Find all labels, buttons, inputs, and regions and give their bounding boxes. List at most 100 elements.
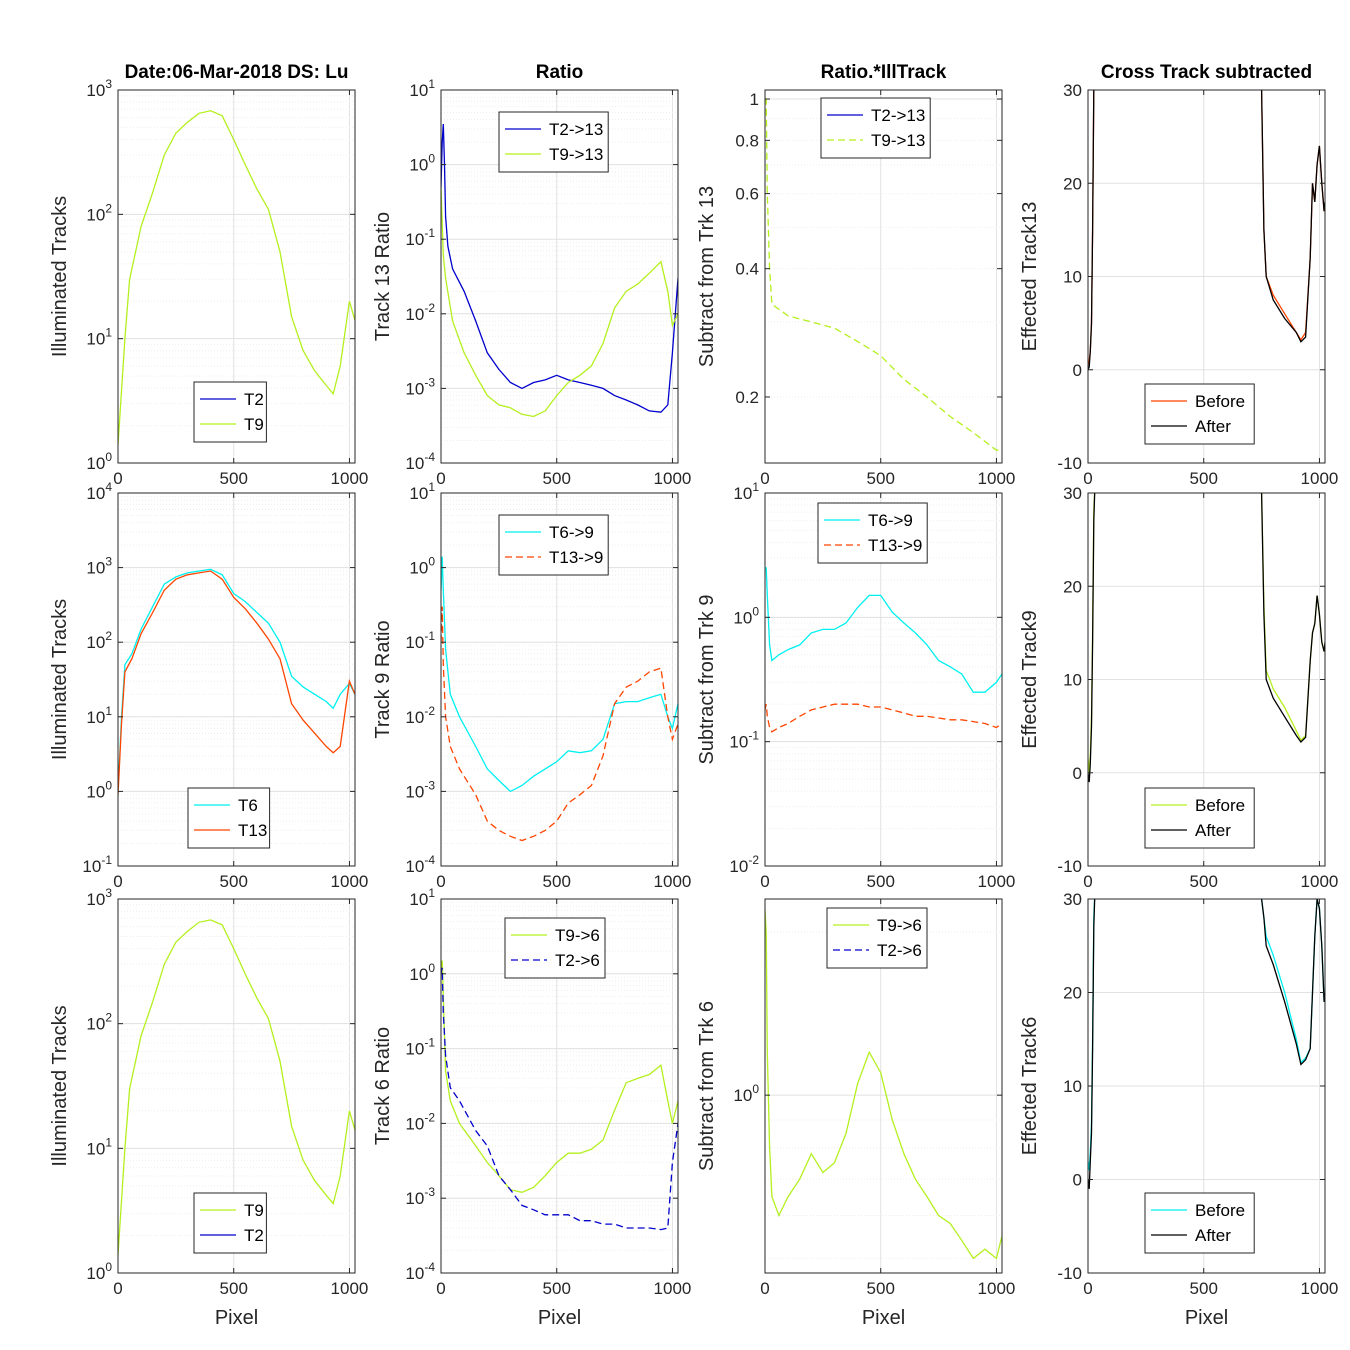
y-tick-label: 101 (409, 886, 435, 909)
legend-label: T2 (244, 1226, 264, 1245)
x-tick-label: 500 (543, 469, 571, 488)
legend-label: T9->6 (877, 916, 922, 935)
legend-box (498, 111, 609, 173)
x-tick-label: 500 (220, 469, 248, 488)
axes-box (440, 492, 679, 867)
legend-label: T2->6 (877, 941, 922, 960)
subplot-r1c0: 0 500 1000 10-1 100 101 102 103 104 Illuminated T… (49, 480, 368, 891)
y-tick-label: 101 (86, 1135, 112, 1158)
subplot-r2c2: 0 500 1000 100 Subtract from Trk 6 Pixel T9->6… (696, 898, 1015, 1329)
series-line-T6->9 (441, 556, 678, 793)
x-tick-label: 500 (220, 872, 248, 891)
legend-label: T2 (244, 390, 264, 409)
chart-title: Cross Track subtracted (1101, 62, 1312, 83)
legend-label: T6->9 (549, 523, 594, 542)
legend-label: T9->6 (555, 926, 600, 945)
y-axis-label: Effected Track13 (1019, 202, 1041, 352)
legend: Before After (1144, 787, 1255, 849)
x-tick-label: 1000 (654, 469, 692, 488)
series-line-T2->13 (441, 123, 678, 413)
y-tick-label: 10-2 (405, 1110, 435, 1133)
y-tick-label: 100 (733, 604, 759, 627)
y-tick-label: 10-4 (405, 450, 435, 473)
y-tick-label: 10 (1063, 671, 1082, 690)
legend-label: T9->13 (549, 145, 603, 164)
y-tick-label: 103 (86, 77, 112, 100)
y-axis-label: Illuminated Tracks (49, 196, 71, 357)
legend-label: T9 (244, 415, 264, 434)
x-axis-label: Pixel (1185, 1307, 1228, 1329)
chart-title: Ratio (536, 62, 584, 83)
subplot-r2c0: 0 500 1000 100 101 102 103 Illuminated Tracks Pi… (49, 886, 368, 1329)
legend-box (504, 917, 606, 979)
series-line-T9->6 (765, 909, 1002, 1260)
y-tick-label: 102 (86, 629, 112, 652)
y-tick-label: 101 (409, 77, 435, 100)
legend: Before After (1144, 1192, 1255, 1254)
y-tick-label: 101 (409, 480, 435, 503)
legend: T9->6 T2->6 (826, 907, 928, 969)
y-axis-label: Illuminated Tracks (49, 1005, 71, 1166)
y-tick-label: -10 (1057, 1264, 1082, 1283)
legend: T2->13 T9->13 (820, 97, 931, 159)
y-axis-label: Subtract from Trk 9 (696, 594, 718, 764)
axes-box (440, 898, 679, 1274)
y-tick-label: 103 (86, 886, 112, 909)
x-tick-label: 500 (867, 1279, 895, 1298)
y-tick-label: 10-2 (729, 853, 759, 876)
y-axis-label: Subtract from Trk 13 (696, 186, 718, 367)
y-tick-label: 10-3 (405, 375, 435, 398)
y-tick-label: 30 (1063, 484, 1082, 503)
x-tick-label: 0 (436, 872, 445, 891)
y-axis-label: Track 6 Ratio (372, 1027, 394, 1145)
subplot-r1c1: 0 500 1000 10-4 10-3 10-2 10-1 100 101 Track 9 Ra… (372, 480, 691, 891)
x-tick-label: 1000 (331, 1279, 369, 1298)
y-axis-label: Subtract from Trk 6 (696, 1001, 718, 1171)
subplot-r0c1: 0 500 1000 10-4 10-3 10-2 10-1 100 101 Ratio Track… (372, 62, 691, 488)
axes-box (117, 492, 356, 867)
x-tick-label: 0 (436, 469, 445, 488)
legend: T6->9 T13->9 (817, 502, 928, 564)
chart-title: Date:06-Mar-2018 DS: Lu (125, 62, 349, 83)
y-tick-label: 10-1 (405, 226, 435, 249)
legend-label: T9->13 (871, 131, 925, 150)
y-tick-label: 10-2 (405, 301, 435, 324)
x-tick-label: 1000 (331, 469, 369, 488)
y-tick-label: 1 (750, 90, 759, 109)
series-line-T13->9 (765, 703, 1002, 733)
chart-title: Ratio.*IllTrack (821, 62, 947, 83)
series-line-After (1088, 493, 1325, 783)
legend-box (187, 787, 271, 849)
legend-box (193, 381, 267, 443)
legend: Before After (1144, 383, 1255, 445)
x-tick-label: 0 (113, 872, 122, 891)
x-tick-label: 1000 (331, 872, 369, 891)
y-tick-label: 10-4 (405, 1260, 435, 1283)
legend-label: After (1195, 417, 1231, 436)
x-tick-label: 0 (760, 1279, 769, 1298)
x-tick-label: 0 (113, 1279, 122, 1298)
y-tick-label: 104 (86, 480, 112, 503)
legend-box (1144, 383, 1255, 445)
y-tick-label: 100 (86, 1260, 112, 1283)
x-axis-label: Pixel (215, 1307, 258, 1329)
x-tick-label: 500 (543, 1279, 571, 1298)
y-tick-label: 30 (1063, 890, 1082, 909)
y-tick-label: 10 (1063, 1077, 1082, 1096)
y-tick-label: 100 (733, 1082, 759, 1105)
legend-label: Before (1195, 1201, 1245, 1220)
y-tick-label: 0.4 (735, 260, 759, 279)
x-tick-label: 0 (113, 469, 122, 488)
y-tick-label: 100 (409, 961, 435, 984)
legend: T2->13 T9->13 (498, 111, 609, 173)
x-tick-label: 500 (1190, 872, 1218, 891)
legend: T9->6 T2->6 (504, 917, 606, 979)
legend-label: T13->9 (868, 536, 922, 555)
x-tick-label: 500 (867, 872, 895, 891)
legend-box (498, 514, 609, 576)
x-tick-label: 1000 (654, 1279, 692, 1298)
legend: T6->9 T13->9 (498, 514, 609, 576)
y-tick-label: 100 (409, 555, 435, 578)
